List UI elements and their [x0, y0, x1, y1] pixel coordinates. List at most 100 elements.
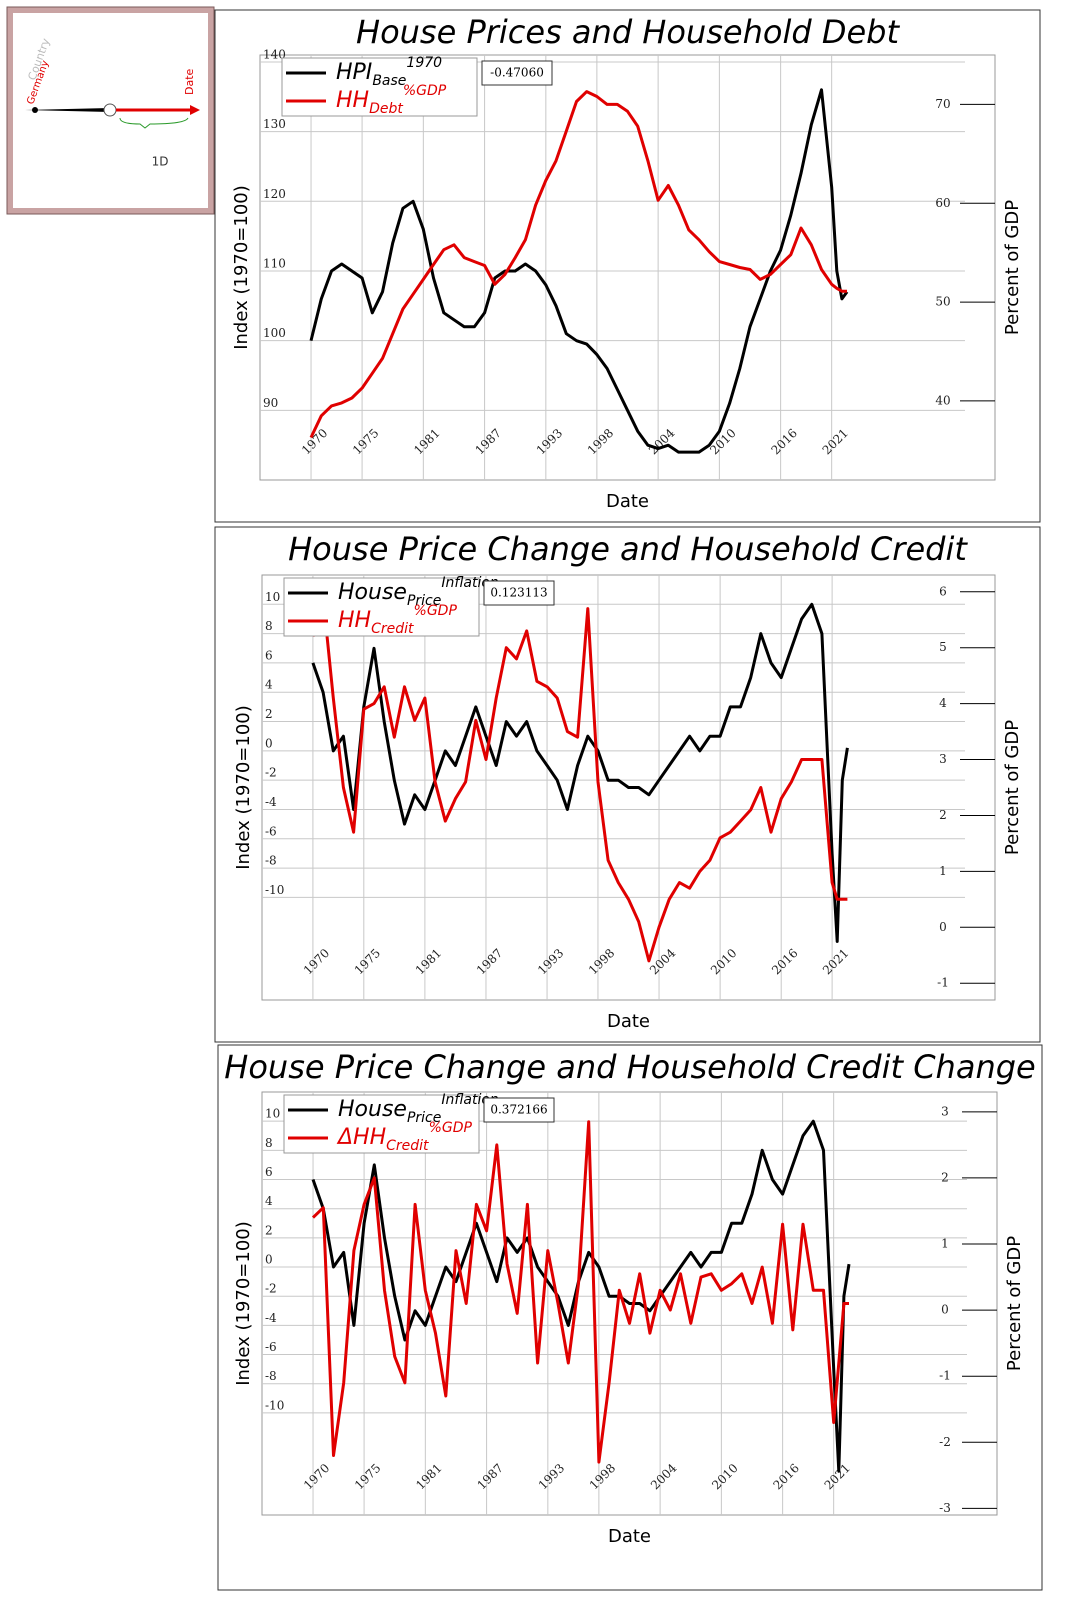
legend-sup: %GDP [414, 603, 458, 619]
y2-axis-label: Percent of GDP [1004, 1236, 1025, 1371]
y-tick-label: -10 [265, 1398, 284, 1412]
y-axis-label: Index (1970=100) [233, 1221, 254, 1386]
y-tick-label: 0 [265, 736, 273, 750]
y2-tick-label: -2 [939, 1435, 951, 1449]
y-tick-label: 140 [263, 47, 286, 61]
y-axis-label: Index (1970=100) [233, 705, 254, 870]
y2-tick-label: 2 [939, 808, 947, 822]
y-tick-label: 2 [265, 1223, 273, 1237]
series-line [311, 595, 848, 963]
y-tick-label: -6 [265, 1340, 277, 1354]
y-tick-label: -4 [265, 1311, 277, 1325]
legend-label: HPIBase1970 [336, 55, 442, 89]
legend-sup: %GDP [429, 1120, 473, 1136]
y2-tick-label: 3 [941, 1104, 949, 1118]
widget-dot [32, 107, 38, 113]
legend-label: ΔHHCredit%GDP [336, 1120, 472, 1154]
legend-name: House [338, 580, 407, 605]
y2-tick-label: 1 [939, 864, 947, 878]
y-tick-label: -6 [265, 824, 277, 838]
widget-border [6, 6, 215, 215]
widget-arrow-left [25, 108, 110, 112]
y2-tick-label: 4 [939, 696, 947, 710]
y-tick-label: -8 [265, 1369, 277, 1383]
y2-axis-label: Percent of GDP [1002, 200, 1023, 335]
legend-name: ΔHH [336, 1125, 386, 1150]
y2-tick-label: -1 [937, 976, 949, 990]
annotation: 0.123113 [490, 586, 547, 600]
legend-name: HH [338, 608, 371, 633]
widget-brace [119, 117, 189, 129]
y2-tick-label: 1 [941, 1237, 949, 1251]
y-tick-label: 2 [265, 707, 273, 721]
x-axis-label: Date [607, 1011, 650, 1032]
y-tick-label: 120 [263, 187, 286, 201]
widget-axis-b: Date [183, 68, 196, 95]
widget-node [103, 103, 117, 117]
y-tick-label: 100 [263, 326, 286, 340]
y2-tick-label: -1 [939, 1369, 951, 1383]
plot-area [259, 54, 996, 481]
legend-sup: 1970 [406, 55, 442, 71]
y2-tick-label: 60 [935, 196, 950, 210]
y-tick-label: 90 [263, 396, 278, 410]
y-tick-label: 4 [265, 1194, 273, 1208]
legend-box [283, 1094, 480, 1154]
y-tick-label: -8 [265, 854, 277, 868]
series-line [309, 90, 847, 439]
x-axis-label: Date [608, 1526, 651, 1547]
legend-name: HH [336, 88, 369, 113]
series-line [309, 88, 849, 454]
widget: Country Germany Date 1D [6, 6, 215, 215]
legend-sub: Credit [386, 1138, 429, 1154]
widget-arrowhead [190, 105, 200, 115]
legend-name: HPI [336, 60, 372, 85]
y2-tick-label: 40 [935, 393, 950, 407]
legend-sub: Price [407, 593, 441, 609]
y2-tick-label: 70 [935, 97, 950, 111]
y-tick-label: 6 [265, 648, 273, 662]
y2-tick-label: 5 [939, 640, 947, 654]
chart-title: House Prices and Household Debt [356, 13, 900, 51]
y-tick-label: 8 [265, 619, 273, 633]
y2-axis-label: Percent of GDP [1002, 720, 1023, 855]
legend-name: House [338, 1097, 407, 1122]
y2-tick-label: 50 [935, 295, 950, 309]
y2-tick-label: 3 [939, 752, 947, 766]
y-tick-label: 6 [265, 1165, 273, 1179]
legend-sub: Debt [369, 101, 403, 117]
legend-sub: Price [407, 1110, 441, 1126]
y-tick-label: 10 [265, 590, 280, 604]
annotation: -0.47060 [490, 66, 544, 80]
y-tick-label: 110 [263, 256, 286, 270]
y-tick-label: -10 [265, 883, 284, 897]
legend-sub: Base [372, 73, 406, 89]
legend-box [283, 577, 480, 637]
series-line [311, 1119, 851, 1473]
annotation-box [481, 60, 553, 86]
y-tick-label: -4 [265, 795, 277, 809]
legend-box [281, 57, 478, 117]
series-line [311, 1120, 849, 1464]
y-tick-label: 0 [265, 1253, 273, 1267]
y-tick-label: 8 [265, 1136, 273, 1150]
legend-sub: Credit [371, 621, 414, 637]
y2-tick-label: 0 [939, 920, 947, 934]
y-tick-label: -2 [265, 1282, 277, 1296]
y-axis-label: Index (1970=100) [231, 185, 252, 350]
y-tick-label: 4 [265, 678, 273, 692]
widget-dimension: 1D [152, 155, 169, 169]
y2-tick-label: 2 [941, 1170, 949, 1184]
annotation-box [483, 1097, 555, 1123]
series-line [311, 602, 849, 943]
annotation: 0.372166 [490, 1103, 547, 1117]
y-tick-label: 10 [265, 1107, 280, 1121]
y-tick-label: 130 [263, 117, 286, 131]
annotation-box [483, 580, 555, 606]
chart-title: House Price Change and Household Credit [288, 530, 968, 568]
chart-title: House Price Change and Household Credit … [224, 1048, 1035, 1086]
